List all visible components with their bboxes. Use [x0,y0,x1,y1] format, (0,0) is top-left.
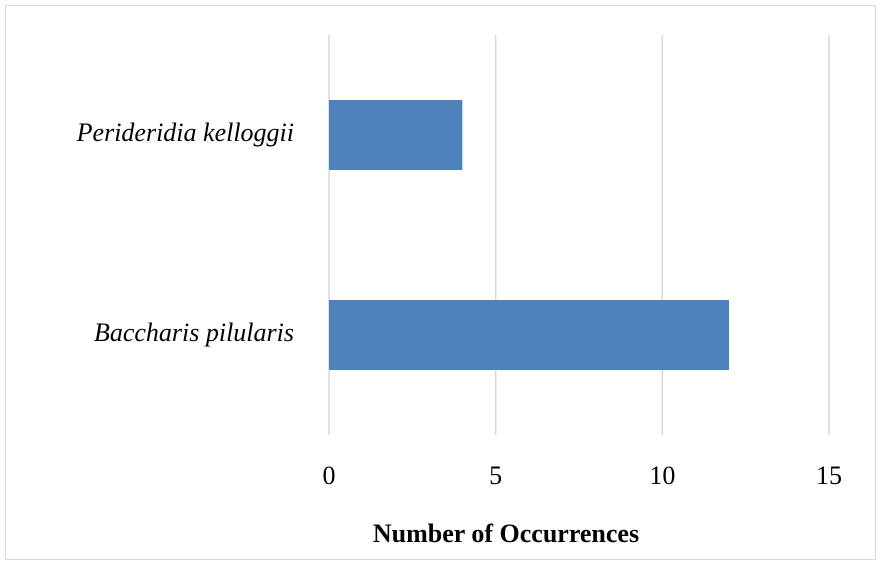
bar [329,100,463,170]
y-tick-label: Perideridia kelloggii [76,118,294,147]
chart-border [5,5,876,560]
x-axis-title: Number of Occurrences [373,519,639,548]
x-tick-label: 0 [323,461,336,490]
x-tick-label: 10 [649,461,675,490]
x-tick-label: 5 [489,461,502,490]
bar [329,300,729,370]
y-tick-label: Baccharis pilularis [94,318,294,347]
x-tick-label: 15 [816,461,842,490]
